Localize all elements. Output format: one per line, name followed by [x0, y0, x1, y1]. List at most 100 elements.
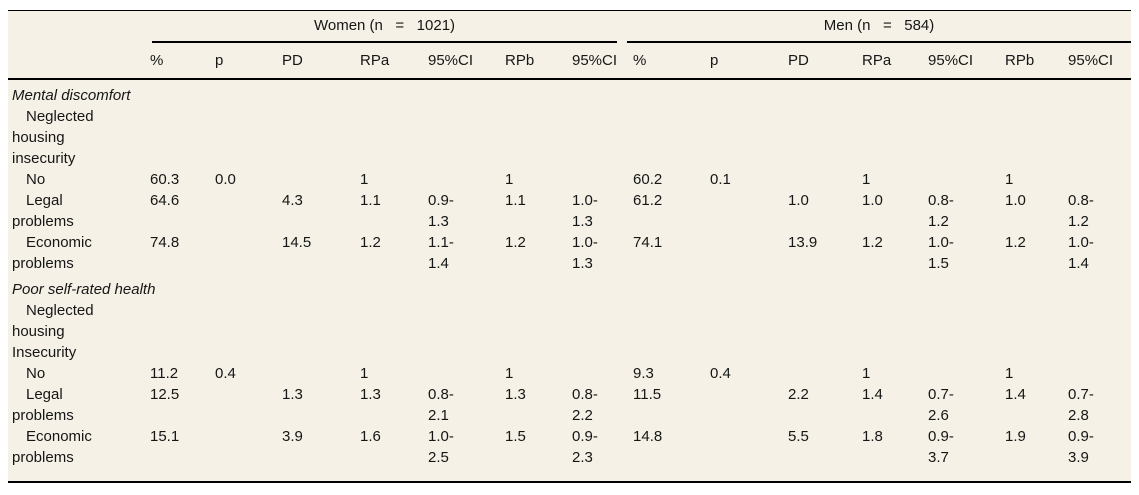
cell-men-rpb: 1.9 [1005, 428, 1026, 445]
table-row: No 60.3 0.0 1 1 60.2 0.1 1 1 [8, 169, 1131, 190]
cell-women-ci1: 0.8- 2.1 [428, 386, 454, 424]
row-label: Legal problems [12, 192, 74, 230]
cell-men-rpb: 1.4 [1005, 386, 1026, 403]
row-label: No [26, 171, 46, 188]
cell-women-rpa: 1 [360, 365, 369, 382]
cell-men-pd [780, 363, 854, 384]
cell-women-pd [274, 363, 352, 384]
cell-women-rpb: 1.5 [505, 428, 526, 445]
cell-men-p [702, 190, 780, 232]
men-group-label: Men (n = 584) [823, 17, 935, 34]
cell-men-rpb: 1 [1005, 365, 1014, 382]
cell-men-rpa: 1.4 [862, 386, 883, 403]
table-row: Legal problems 64.6 4.3 1.1 0.9- 1.3 1.1… [8, 190, 1131, 232]
cell-women-p [207, 190, 274, 232]
cell-men-ci2: 1.0- 1.4 [1068, 234, 1094, 272]
cell-men-ci2: 0.9- 3.9 [1068, 428, 1094, 466]
cell-men-ci1: 0.8- 1.2 [928, 192, 954, 230]
cell-men-pct: 11.5 [633, 386, 662, 403]
cell-men-ci2: 0.8- 1.2 [1068, 192, 1094, 230]
cell-women-pct: 11.2 [150, 365, 179, 382]
cell-women-rpa: 1.6 [360, 428, 381, 445]
row-label: No [26, 365, 46, 382]
table-row: Economic problems 74.8 14.5 1.2 1.1- 1.4… [8, 232, 1131, 274]
cell-women-p [207, 384, 274, 426]
column-header-row: % p PD RPa 95%CI RPb 95%CI % p PD RPa 95… [8, 43, 1131, 80]
results-table: Women (n = 1021) Men (n = 584) % p PD [8, 11, 1131, 468]
table-panel: Women (n = 1021) Men (n = 584) % p PD [8, 10, 1131, 483]
cell-women-p: 0.4 [215, 365, 236, 382]
col-header-men-pct: % [625, 43, 703, 80]
cell-men-pd: 13.9 [788, 234, 818, 251]
cell-men-ci1: 0.9- 3.7 [928, 428, 954, 466]
cell-men-ci1 [920, 363, 997, 384]
cell-men-rpb: 1 [1005, 171, 1014, 188]
cell-men-ci2 [1060, 363, 1131, 384]
cell-men-ci1 [920, 169, 997, 190]
cell-women-pct: 12.5 [150, 386, 180, 403]
col-header-men-pd: PD [780, 43, 855, 80]
cell-women-p [207, 426, 274, 468]
cell-women-rpb: 1.3 [505, 386, 526, 403]
stub-header-empty [8, 43, 142, 80]
cell-women-p [207, 232, 274, 274]
section-title: Mental discomfort [12, 87, 131, 104]
cell-men-pct: 74.1 [633, 234, 663, 251]
women-group-label: Women (n = 1021) [313, 17, 456, 34]
cell-men-p [702, 426, 780, 468]
cell-men-rpa: 1 [862, 365, 871, 382]
cell-men-rpa: 1.0 [862, 192, 883, 209]
cell-men-ci1: 1.0- 1.5 [928, 234, 954, 272]
cell-women-ci1 [420, 363, 497, 384]
col-header-women-rpa: RPa [352, 43, 420, 80]
cell-men-pct: 14.8 [633, 428, 663, 445]
men-group-cell: Men (n = 584) [625, 11, 1131, 43]
men-group-underline: Men (n = 584) [627, 15, 1131, 43]
cell-men-p [702, 384, 780, 426]
group-header-row: Women (n = 1021) Men (n = 584) [8, 11, 1131, 43]
col-header-women-p: p [207, 43, 274, 80]
cell-men-p: 0.4 [710, 365, 731, 382]
cell-women-pd: 3.9 [282, 428, 303, 445]
cell-women-ci2 [564, 169, 625, 190]
women-group-cell: Women (n = 1021) [142, 11, 625, 43]
col-header-men-p: p [702, 43, 781, 80]
cell-women-ci2: 1.0- 1.3 [572, 192, 598, 230]
cell-women-ci2: 0.9- 2.3 [572, 428, 598, 466]
variable-label: Neglected housing insecurity [12, 108, 94, 167]
cell-women-rpb: 1.2 [505, 234, 526, 251]
cell-men-rpa: 1.2 [862, 234, 883, 251]
cell-men-pct: 60.2 [633, 171, 663, 188]
cell-women-ci1: 1.0- 2.5 [428, 428, 454, 466]
cell-women-ci1: 1.1- 1.4 [428, 234, 454, 272]
cell-women-rpa: 1 [360, 171, 369, 188]
col-header-men-rpb: RPb [997, 43, 1061, 80]
col-header-women-ci1: 95%CI [420, 43, 497, 80]
cell-men-rpb: 1.0 [1005, 192, 1026, 209]
cell-women-ci1: 0.9- 1.3 [428, 192, 454, 230]
cell-women-pd: 1.3 [282, 386, 303, 403]
cell-women-rpb: 1.1 [505, 192, 526, 209]
row-label: Legal problems [12, 386, 74, 424]
cell-women-pct: 60.3 [150, 171, 180, 188]
cell-men-rpa: 1.8 [862, 428, 883, 445]
cell-women-ci2: 0.8- 2.2 [572, 386, 598, 424]
section-title: Poor self-rated health [12, 281, 156, 298]
cell-women-p: 0.0 [215, 171, 236, 188]
cell-men-ci2: 0.7- 2.8 [1068, 386, 1094, 424]
cell-men-rpa: 1 [862, 171, 871, 188]
cell-women-pd [274, 169, 352, 190]
row-label: Economic problems [12, 234, 92, 272]
cell-men-pd: 1.0 [788, 192, 809, 209]
cell-women-rpb: 1 [505, 365, 514, 382]
cell-men-ci1: 0.7- 2.6 [928, 386, 954, 424]
col-header-women-ci2: 95%CI [564, 43, 626, 80]
cell-women-rpb: 1 [505, 171, 514, 188]
cell-men-pct: 61.2 [633, 192, 663, 209]
cell-women-pct: 74.8 [150, 234, 180, 251]
cell-women-pd: 14.5 [282, 234, 312, 251]
col-header-women-pd: PD [274, 43, 352, 80]
cell-men-p [702, 232, 780, 274]
variable-row: Neglected housing insecurity [8, 106, 1131, 169]
